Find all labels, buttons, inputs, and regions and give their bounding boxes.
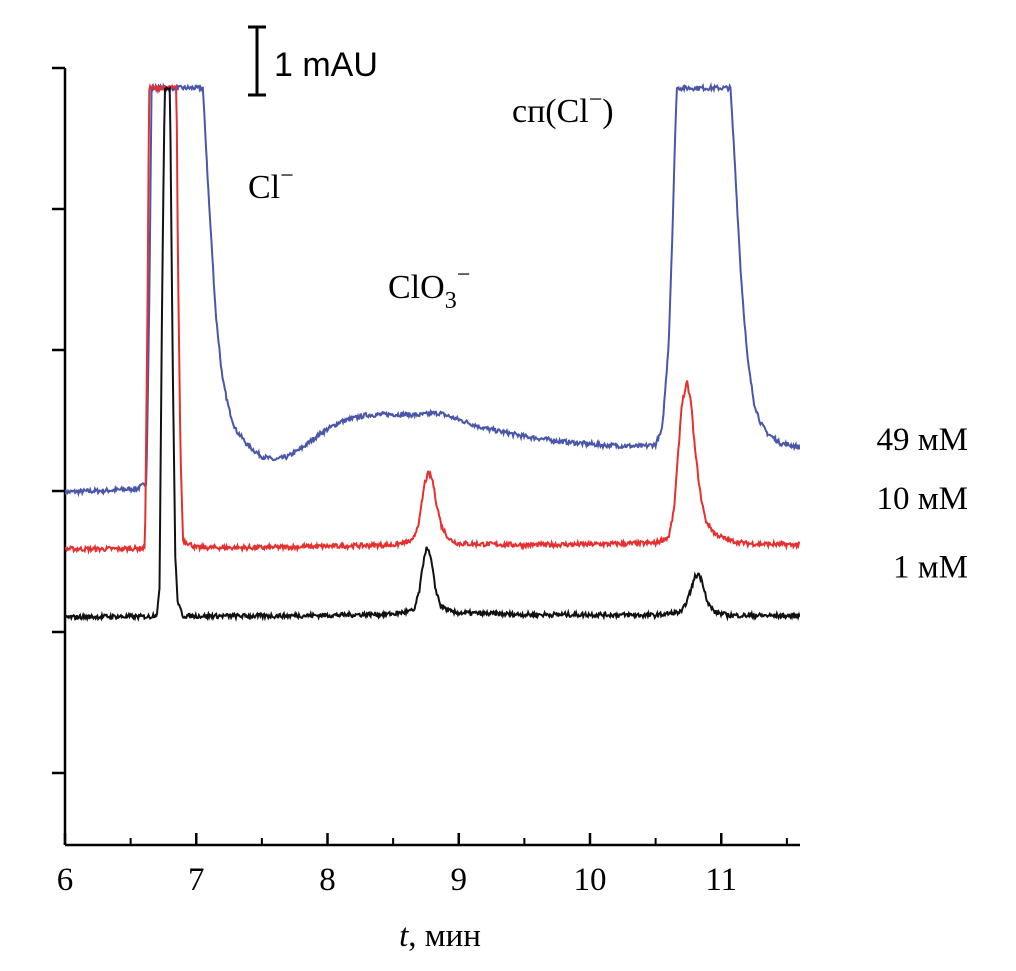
series-line-2 [65, 85, 800, 622]
series-labels: 49 мМ 10 мМ 1 мМ [877, 422, 968, 585]
x-tick-label: 11 [705, 862, 737, 898]
annotation-cl: Cl− [248, 163, 294, 206]
x-tick-label: 7 [188, 862, 205, 898]
x-tick-label: 9 [451, 862, 468, 898]
series-group [65, 82, 800, 622]
x-tick-label: 6 [57, 862, 74, 898]
scale-bar: 1 mAU [248, 25, 378, 97]
scale-bar-label: 1 mAU [274, 46, 378, 84]
annotation-sp-cl: сп(Cl−) [512, 87, 614, 130]
series-line-1 [65, 82, 800, 555]
series-line-0 [65, 82, 800, 498]
series-label-2: 1 мМ [893, 549, 968, 585]
x-axis-ticks: 6 7 8 9 10 11 [57, 833, 788, 898]
series-label-1: 10 мМ [877, 481, 968, 517]
series-label-0: 49 мМ [877, 422, 968, 458]
x-tick-label: 8 [319, 862, 336, 898]
annotation-clo3: ClO3− [388, 262, 470, 314]
x-axis-label: t, мин [399, 918, 481, 954]
x-tick-label: 10 [574, 862, 607, 898]
y-axis-ticks [52, 66, 65, 775]
